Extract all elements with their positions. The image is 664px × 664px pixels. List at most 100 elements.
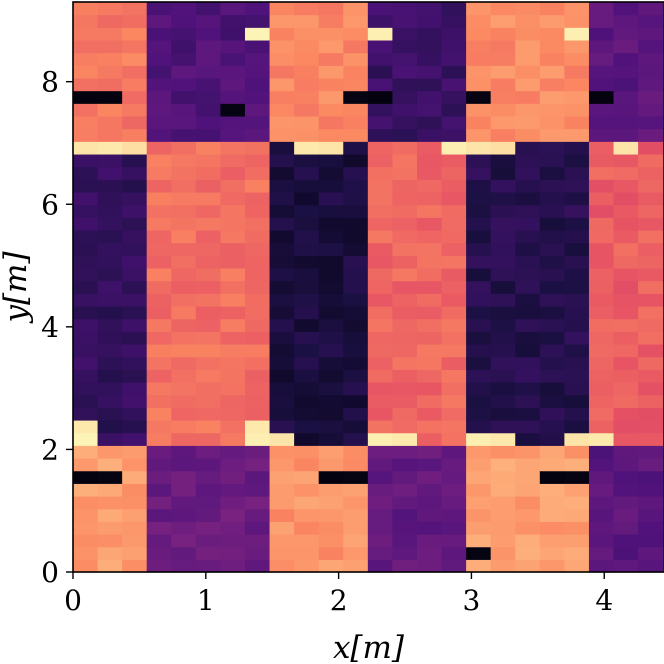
heatmap-cell xyxy=(441,39,467,54)
x-tick-label: 2 xyxy=(330,584,348,617)
heatmap-cell xyxy=(490,191,516,206)
heatmap-cell xyxy=(294,331,320,345)
heatmap-cell xyxy=(638,128,664,142)
heatmap-cell xyxy=(244,166,271,180)
heatmap-cell xyxy=(269,153,295,168)
heatmap-cell xyxy=(269,128,295,142)
heatmap-cell xyxy=(294,77,320,92)
heatmap-cell xyxy=(343,533,369,548)
heatmap-cell xyxy=(490,52,516,66)
heatmap-cell xyxy=(146,65,172,79)
heatmap-cell xyxy=(441,293,467,307)
heatmap-cell xyxy=(515,432,541,446)
heatmap-cell xyxy=(244,483,271,497)
heatmap-cell xyxy=(416,179,443,193)
heatmap-cell xyxy=(294,14,320,28)
heatmap-cell xyxy=(392,204,418,218)
heatmap-cell xyxy=(392,2,418,16)
heatmap-cell xyxy=(269,533,295,548)
heatmap-cell xyxy=(171,14,197,28)
heatmap-cell xyxy=(122,14,148,28)
heatmap-cell xyxy=(294,407,320,421)
heatmap-cell xyxy=(220,305,246,320)
heatmap-cell xyxy=(392,381,418,396)
heatmap-cell xyxy=(490,267,516,282)
heatmap-cell xyxy=(244,470,271,484)
heatmap-cell xyxy=(220,546,246,560)
heatmap-cell xyxy=(244,305,271,320)
heatmap-cell xyxy=(638,305,664,320)
heatmap-cell xyxy=(564,115,590,130)
heatmap-cell xyxy=(441,52,467,66)
heatmap-cell xyxy=(220,179,246,193)
heatmap-cell xyxy=(638,217,664,231)
heatmap-cell xyxy=(73,445,99,459)
heatmap-cell xyxy=(638,521,664,535)
heatmap-cell xyxy=(441,128,467,142)
heatmap-cell xyxy=(416,394,443,408)
heatmap-cell xyxy=(441,546,467,560)
heatmap-cell xyxy=(146,90,172,104)
heatmap-cell xyxy=(441,331,467,345)
heatmap-cell xyxy=(638,242,664,256)
heatmap-cell xyxy=(269,27,295,41)
heatmap-cell xyxy=(564,305,590,320)
heatmap-cell xyxy=(244,141,271,155)
heatmap-cell xyxy=(613,191,639,206)
heatmap-cell xyxy=(318,508,344,522)
heatmap-cell xyxy=(294,495,320,510)
heatmap-cell xyxy=(146,14,172,28)
heatmap-cell xyxy=(367,293,394,307)
heatmap-cell xyxy=(588,242,615,256)
heatmap-cell xyxy=(195,533,222,548)
heatmap-cell xyxy=(392,242,418,256)
heatmap-cell xyxy=(269,432,295,446)
heatmap-cell xyxy=(416,369,443,383)
heatmap-cell xyxy=(343,217,369,231)
heatmap-cell xyxy=(220,166,246,180)
heatmap-cell xyxy=(539,305,565,320)
heatmap-cell xyxy=(195,483,222,497)
heatmap-cell xyxy=(220,103,246,117)
x-tick-label: 3 xyxy=(463,584,481,617)
heatmap-cell xyxy=(466,27,492,41)
heatmap-cell xyxy=(416,52,443,66)
heatmap-cell xyxy=(539,267,565,282)
heatmap-cell xyxy=(122,141,148,155)
heatmap-cell xyxy=(564,356,590,370)
heatmap-cell xyxy=(97,293,123,307)
heatmap-cell xyxy=(564,27,590,41)
heatmap-cell xyxy=(466,533,492,548)
heatmap-cell xyxy=(515,559,541,573)
heatmap-cell xyxy=(416,445,443,459)
heatmap-cell xyxy=(367,521,394,535)
heatmap-cell xyxy=(490,166,516,180)
heatmap-cell xyxy=(318,483,344,497)
heatmap-cell xyxy=(146,166,172,180)
heatmap-cell xyxy=(146,242,172,256)
heatmap-cell xyxy=(466,166,492,180)
heatmap-cell xyxy=(466,153,492,168)
heatmap-cell xyxy=(588,65,615,79)
heatmap-cell xyxy=(195,204,222,218)
heatmap-cell xyxy=(318,179,344,193)
heatmap-cell xyxy=(490,407,516,421)
heatmap-cell xyxy=(515,153,541,168)
heatmap-cell xyxy=(318,343,344,358)
heatmap-cell xyxy=(269,267,295,282)
heatmap-cell xyxy=(269,65,295,79)
heatmap-cell xyxy=(588,407,615,421)
heatmap-cell xyxy=(392,90,418,104)
heatmap-cell xyxy=(195,128,222,142)
heatmap-cell xyxy=(613,394,639,408)
heatmap-cell xyxy=(146,52,172,66)
heatmap-cell xyxy=(146,407,172,421)
heatmap-cell xyxy=(146,179,172,193)
heatmap-cell xyxy=(220,217,246,231)
heatmap-cell xyxy=(539,559,565,573)
heatmap-cell xyxy=(122,65,148,79)
heatmap-cell xyxy=(367,483,394,497)
heatmap-cell xyxy=(97,2,123,16)
heatmap-cell xyxy=(343,141,369,155)
heatmap-cell xyxy=(515,115,541,130)
